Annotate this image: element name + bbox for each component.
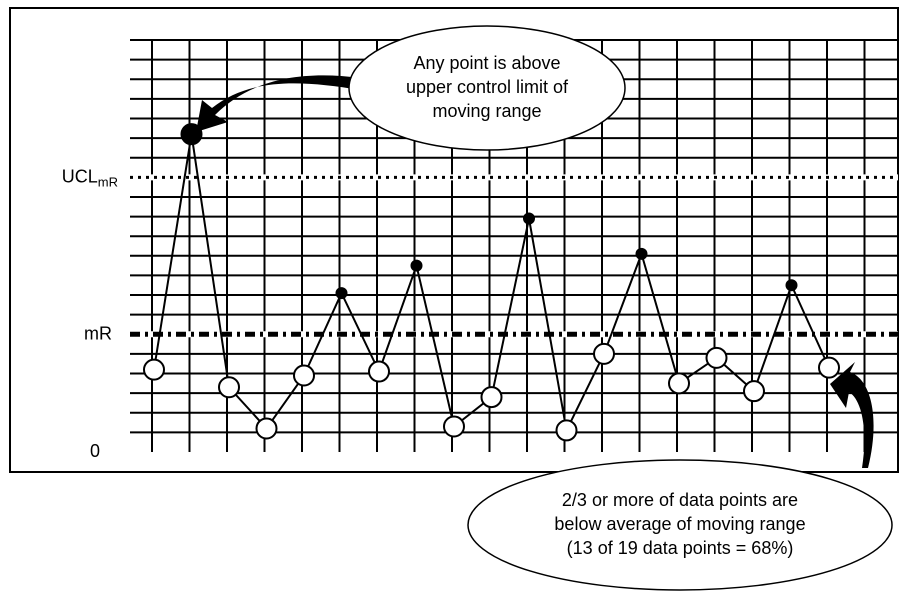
data-point xyxy=(743,380,765,403)
annotation-text: Any point is above xyxy=(413,53,560,73)
data-point xyxy=(255,417,278,440)
annotation-text: moving range xyxy=(432,101,541,121)
arrow xyxy=(830,362,874,468)
data-point xyxy=(480,386,503,409)
data-point xyxy=(368,360,390,383)
y-tick-label: 0 xyxy=(90,441,100,461)
annotation-text: upper control limit of xyxy=(406,77,569,97)
annotation-text: below average of moving range xyxy=(554,514,805,534)
data-point xyxy=(668,372,690,395)
data-point xyxy=(785,279,798,292)
data-point xyxy=(705,346,728,369)
data-point xyxy=(293,364,315,387)
data-point xyxy=(523,212,535,225)
data-point xyxy=(635,247,648,260)
tick-label-main: UCL xyxy=(62,166,98,186)
data-point xyxy=(410,259,423,272)
data-point xyxy=(143,358,165,381)
data-point xyxy=(593,342,615,365)
y-tick-label: UCLmR xyxy=(62,166,118,190)
data-point xyxy=(443,415,465,438)
data-point xyxy=(555,419,578,442)
y-tick-label: mR xyxy=(84,323,112,343)
data-point xyxy=(180,123,203,146)
arrow xyxy=(196,75,360,132)
tick-label-subscript: mR xyxy=(98,175,118,190)
callout xyxy=(348,25,626,151)
tick-label-main: mR xyxy=(84,323,112,343)
callout xyxy=(467,459,893,591)
annotation-text: (13 of 19 data points = 68%) xyxy=(567,538,794,558)
data-point xyxy=(335,287,348,300)
data-point xyxy=(818,356,840,379)
annotation-text: 2/3 or more of data points are xyxy=(562,490,798,510)
data-point xyxy=(218,376,240,399)
